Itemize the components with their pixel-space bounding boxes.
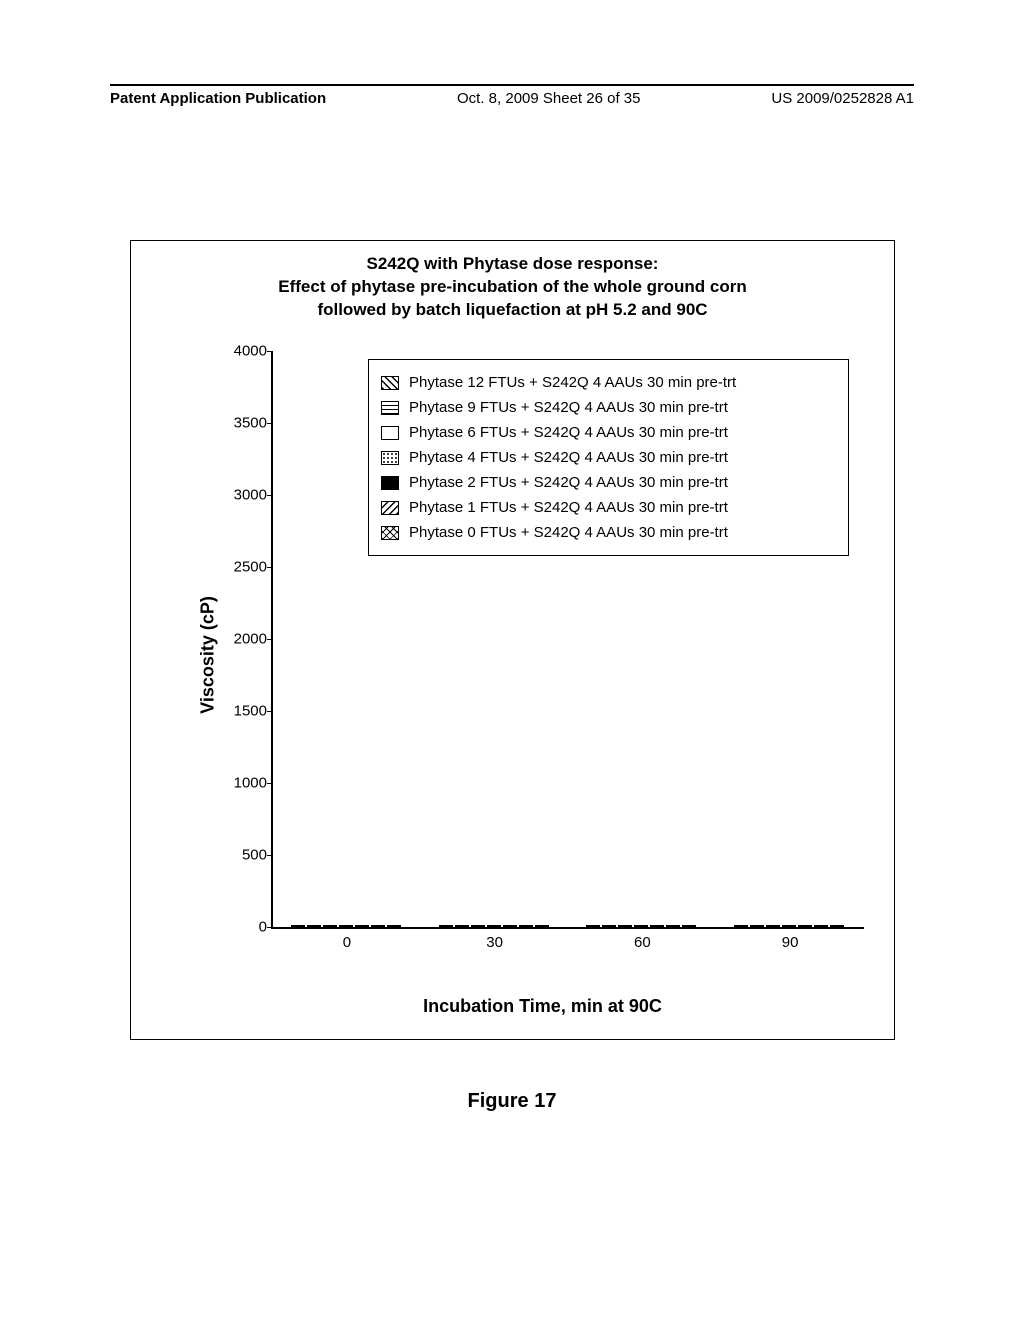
legend-label: Phytase 12 FTUs + S242Q 4 AAUs 30 min pr… (409, 374, 736, 391)
bar (618, 925, 632, 927)
legend-label: Phytase 6 FTUs + S242Q 4 AAUs 30 min pre… (409, 424, 728, 441)
bar (307, 925, 321, 927)
legend-item: Phytase 6 FTUs + S242Q 4 AAUs 30 min pre… (381, 420, 836, 445)
bar (602, 925, 616, 927)
legend-swatch (381, 501, 399, 515)
header-right: US 2009/0252828 A1 (771, 90, 914, 107)
legend: Phytase 12 FTUs + S242Q 4 AAUs 30 min pr… (368, 359, 849, 556)
x-tick-label: 30 (486, 934, 503, 951)
legend-swatch (381, 426, 399, 440)
y-tick-mark (267, 351, 273, 352)
bar (750, 925, 764, 927)
bar (650, 925, 664, 927)
x-tick-label: 90 (782, 934, 799, 951)
bar (682, 925, 696, 927)
legend-swatch (381, 526, 399, 540)
bar (634, 925, 648, 927)
header-center: Oct. 8, 2009 Sheet 26 of 35 (457, 90, 640, 107)
bar-group (291, 925, 401, 927)
legend-item: Phytase 12 FTUs + S242Q 4 AAUs 30 min pr… (381, 370, 836, 395)
plot-area: Phytase 12 FTUs + S242Q 4 AAUs 30 min pr… (271, 351, 864, 929)
y-tick-label: 0 (221, 919, 267, 936)
legend-label: Phytase 0 FTUs + S242Q 4 AAUs 30 min pre… (409, 524, 728, 541)
y-tick-mark (267, 567, 273, 568)
header-left: Patent Application Publication (110, 90, 326, 107)
y-tick-mark (267, 639, 273, 640)
y-tick-mark (267, 783, 273, 784)
bar (439, 925, 453, 927)
bar (503, 925, 517, 927)
bar (766, 925, 780, 927)
legend-label: Phytase 2 FTUs + S242Q 4 AAUs 30 min pre… (409, 474, 728, 491)
legend-swatch (381, 376, 399, 390)
y-tick-label: 1500 (221, 703, 267, 720)
y-tick-label: 1000 (221, 775, 267, 792)
y-tick-label: 4000 (221, 343, 267, 360)
y-tick-label: 500 (221, 847, 267, 864)
bar (814, 925, 828, 927)
bar (798, 925, 812, 927)
bar (387, 925, 401, 927)
legend-swatch (381, 476, 399, 490)
legend-label: Phytase 9 FTUs + S242Q 4 AAUs 30 min pre… (409, 399, 728, 416)
y-tick-mark (267, 711, 273, 712)
bar (339, 925, 353, 927)
figure-caption: Figure 17 (0, 1090, 1024, 1113)
bar-group (586, 925, 696, 927)
bar (734, 925, 748, 927)
legend-label: Phytase 1 FTUs + S242Q 4 AAUs 30 min pre… (409, 499, 728, 516)
chart-title: S242Q with Phytase dose response: Effect… (131, 241, 894, 330)
legend-item: Phytase 1 FTUs + S242Q 4 AAUs 30 min pre… (381, 495, 836, 520)
y-tick-label: 2500 (221, 559, 267, 576)
y-tick-mark (267, 855, 273, 856)
bar (666, 925, 680, 927)
y-tick-mark (267, 495, 273, 496)
y-tick-label: 3000 (221, 487, 267, 504)
caption-number: 17 (534, 1090, 556, 1112)
caption-prefix: Figure (468, 1090, 535, 1112)
y-tick-mark (267, 423, 273, 424)
x-axis-label: Incubation Time, min at 90C (423, 996, 662, 1017)
bar (371, 925, 385, 927)
bar-group (439, 925, 549, 927)
bar (291, 925, 305, 927)
bar (519, 925, 533, 927)
bar (487, 925, 501, 927)
legend-swatch (381, 451, 399, 465)
bar (455, 925, 469, 927)
y-tick-mark (267, 927, 273, 928)
figure-frame: S242Q with Phytase dose response: Effect… (130, 240, 895, 1040)
bar (830, 925, 844, 927)
x-tick-label: 60 (634, 934, 651, 951)
bar (471, 925, 485, 927)
legend-item: Phytase 9 FTUs + S242Q 4 AAUs 30 min pre… (381, 395, 836, 420)
chart-title-line3: followed by batch liquefaction at pH 5.2… (161, 299, 864, 322)
chart-area: Viscosity (cP) Incubation Time, min at 9… (211, 351, 874, 959)
x-tick-label: 0 (343, 934, 351, 951)
bar (586, 925, 600, 927)
page-header: Patent Application Publication Oct. 8, 2… (110, 84, 914, 107)
bar (782, 925, 796, 927)
bar (355, 925, 369, 927)
legend-label: Phytase 4 FTUs + S242Q 4 AAUs 30 min pre… (409, 449, 728, 466)
bar-group (734, 925, 844, 927)
y-tick-label: 2000 (221, 631, 267, 648)
legend-item: Phytase 0 FTUs + S242Q 4 AAUs 30 min pre… (381, 520, 836, 545)
chart-title-line2: Effect of phytase pre-incubation of the … (161, 276, 864, 299)
legend-swatch (381, 401, 399, 415)
bar (323, 925, 337, 927)
y-axis-label: Viscosity (cP) (197, 596, 218, 714)
chart-title-line1: S242Q with Phytase dose response: (161, 253, 864, 276)
legend-item: Phytase 2 FTUs + S242Q 4 AAUs 30 min pre… (381, 470, 836, 495)
legend-item: Phytase 4 FTUs + S242Q 4 AAUs 30 min pre… (381, 445, 836, 470)
y-tick-label: 3500 (221, 415, 267, 432)
bar (535, 925, 549, 927)
